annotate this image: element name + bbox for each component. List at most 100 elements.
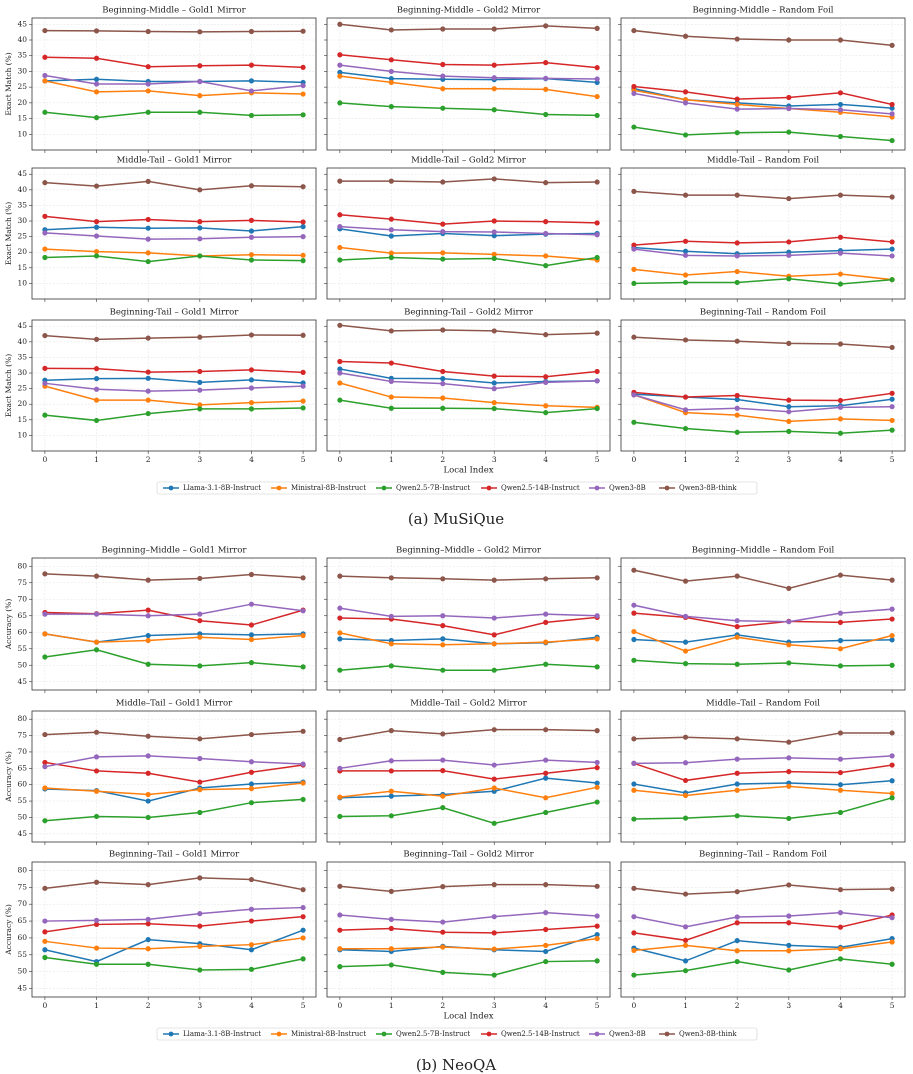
data-point	[300, 234, 306, 240]
data-point	[93, 81, 100, 87]
data-point	[93, 336, 100, 342]
data-point	[543, 379, 549, 385]
series-line	[633, 336, 893, 349]
y-tick-label: 45	[17, 677, 27, 686]
data-point	[300, 405, 306, 411]
y-tick-label: 55	[17, 796, 27, 805]
data-point	[786, 967, 792, 973]
data-point	[248, 731, 255, 738]
data-point	[145, 88, 151, 94]
x-tick-label: 2	[440, 1001, 445, 1010]
data-point	[491, 328, 497, 334]
data-point	[837, 271, 844, 277]
data-point	[440, 929, 446, 935]
data-point	[889, 730, 895, 736]
data-point	[889, 277, 895, 283]
data-point	[248, 385, 255, 391]
x-tick-label: 0	[632, 455, 637, 464]
data-point	[734, 736, 740, 742]
data-point	[594, 93, 600, 100]
data-point	[337, 397, 343, 403]
data-point	[594, 254, 600, 261]
legend-label: Ministral-8B-Instruct	[291, 1030, 366, 1038]
y-tick-label: 60	[17, 933, 27, 942]
data-point	[300, 796, 306, 803]
data-point	[543, 757, 549, 763]
data-point	[197, 334, 203, 340]
data-point	[42, 631, 48, 637]
y-tick-label: 75	[17, 731, 27, 740]
series-line	[633, 268, 893, 281]
data-point	[42, 246, 48, 252]
legend-label: Qwen2.5-14B-Instruct	[501, 1030, 580, 1038]
data-point	[93, 921, 100, 928]
data-point	[837, 646, 844, 652]
data-point	[93, 55, 100, 61]
data-point	[734, 573, 740, 579]
data-point	[300, 927, 306, 933]
data-point	[837, 809, 844, 816]
data-point	[197, 943, 203, 949]
data-point	[543, 23, 549, 29]
data-point	[631, 781, 637, 787]
data-point	[197, 93, 203, 99]
y-tick-label: 75	[17, 882, 27, 891]
subplot-title: Beginning-Tail – Random Foil	[700, 308, 826, 318]
data-point	[388, 378, 394, 385]
series-line	[633, 797, 893, 820]
data-point	[337, 370, 343, 376]
data-point	[734, 106, 740, 112]
legend-marker	[276, 485, 282, 491]
data-point	[837, 787, 844, 793]
data-point	[388, 641, 394, 647]
x-tick-label: 1	[389, 455, 394, 464]
data-point	[734, 938, 740, 944]
data-point	[786, 948, 792, 954]
data-point	[300, 608, 306, 614]
x-tick-label: 1	[683, 455, 688, 464]
data-point	[440, 757, 446, 763]
data-point	[440, 61, 446, 68]
series-line	[339, 54, 598, 69]
data-point	[682, 942, 689, 948]
data-point	[682, 132, 689, 138]
data-point	[594, 76, 600, 82]
data-point	[682, 891, 689, 897]
data-point	[42, 611, 48, 617]
data-point	[543, 948, 549, 955]
data-point	[337, 615, 343, 621]
data-point	[491, 615, 497, 621]
data-point	[631, 816, 637, 822]
data-point	[734, 36, 740, 42]
data-point	[491, 107, 497, 113]
y-tick-label: 35	[17, 51, 27, 60]
data-point	[786, 340, 792, 346]
legend-label: Llama-3.1-8B-Instruct	[183, 1030, 261, 1038]
series-line	[44, 382, 304, 392]
data-point	[145, 577, 151, 583]
data-point	[786, 642, 792, 648]
data-point	[491, 255, 497, 262]
data-point	[889, 961, 895, 967]
data-point	[300, 91, 306, 97]
data-point	[93, 224, 100, 230]
data-point	[300, 28, 306, 34]
x-axis-label: Local Index	[443, 466, 493, 476]
data-point	[248, 601, 255, 607]
data-point	[543, 60, 549, 66]
data-point	[889, 137, 895, 144]
data-point	[388, 79, 394, 86]
data-point	[837, 281, 844, 287]
data-point	[631, 124, 637, 130]
series-line	[44, 377, 304, 384]
series-line	[633, 958, 893, 976]
data-point	[491, 882, 497, 888]
data-point	[491, 820, 497, 826]
y-tick-label: 70	[17, 594, 27, 603]
data-point	[300, 761, 306, 767]
data-point	[248, 28, 255, 35]
legend-label: Ministral-8B-Instruct	[291, 484, 366, 492]
data-point	[300, 332, 306, 338]
legend-marker	[168, 1031, 174, 1037]
data-point	[889, 637, 895, 643]
